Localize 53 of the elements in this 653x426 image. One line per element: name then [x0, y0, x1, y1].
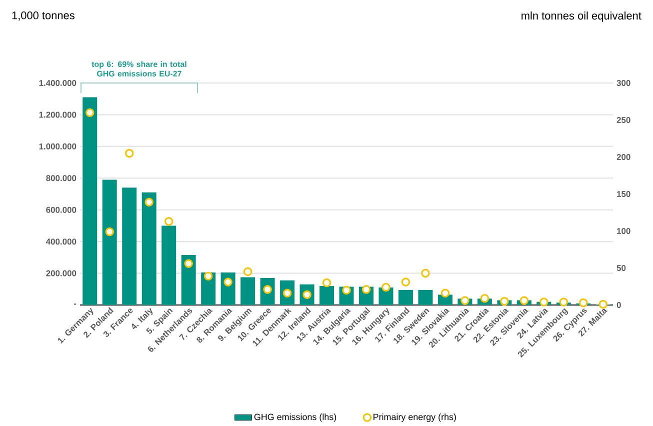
- point: [460, 296, 470, 306]
- bar: [320, 286, 334, 306]
- point: [124, 149, 134, 158]
- bar: [162, 226, 176, 306]
- bar: [102, 180, 117, 306]
- y2-tick-label: 100: [617, 228, 630, 234]
- point: [480, 294, 490, 303]
- y2-tick-label: 250: [616, 117, 630, 124]
- point: [144, 198, 154, 207]
- point: [362, 285, 371, 294]
- point: [598, 300, 608, 309]
- point: [85, 108, 94, 118]
- y2-tick-label: 200: [616, 154, 630, 160]
- bar: [240, 278, 256, 306]
- point: [500, 297, 509, 306]
- point: [540, 298, 548, 307]
- point: [224, 278, 232, 287]
- point: [243, 268, 252, 276]
- point: [382, 283, 390, 292]
- legend-label: Primairy energy (rhs): [374, 414, 456, 422]
- y-tick-label: 1.200.000: [39, 112, 76, 118]
- y2-tick-label: 150: [617, 191, 630, 198]
- point: [164, 217, 174, 226]
- y2-tick-label: 300: [616, 80, 630, 86]
- point: [559, 298, 568, 307]
- point: [322, 278, 332, 288]
- y-tick-label: 600.000: [46, 207, 76, 214]
- point: [184, 259, 193, 268]
- y-tick-label: 200.000: [46, 270, 76, 277]
- bar: [418, 290, 433, 306]
- y-tick-label: -: [74, 304, 76, 305]
- point: [342, 286, 351, 295]
- bar: [122, 188, 137, 306]
- bar: [82, 98, 98, 306]
- y2-tick-label: 0: [616, 302, 621, 308]
- bar: [398, 290, 413, 306]
- point: [520, 296, 529, 306]
- y2-tick-label: 50: [616, 265, 626, 272]
- text: 1,000 tonnes: [12, 12, 74, 21]
- legend-label: GHG emissions (lhs): [254, 414, 336, 422]
- point: [421, 269, 430, 278]
- bar: [142, 192, 156, 306]
- text: mln tonnes oil equivalent: [522, 12, 642, 22]
- y-tick-label: 1.000.000: [39, 144, 76, 150]
- y-tick-label: 1.400.000: [39, 80, 76, 86]
- y-tick-label: 800.000: [46, 175, 76, 182]
- point: [578, 298, 588, 308]
- bar: [181, 255, 196, 306]
- point: [204, 272, 213, 281]
- point: [440, 289, 450, 298]
- point: [105, 228, 114, 236]
- y-tick-label: 400.000: [46, 238, 76, 245]
- point: [401, 278, 410, 287]
